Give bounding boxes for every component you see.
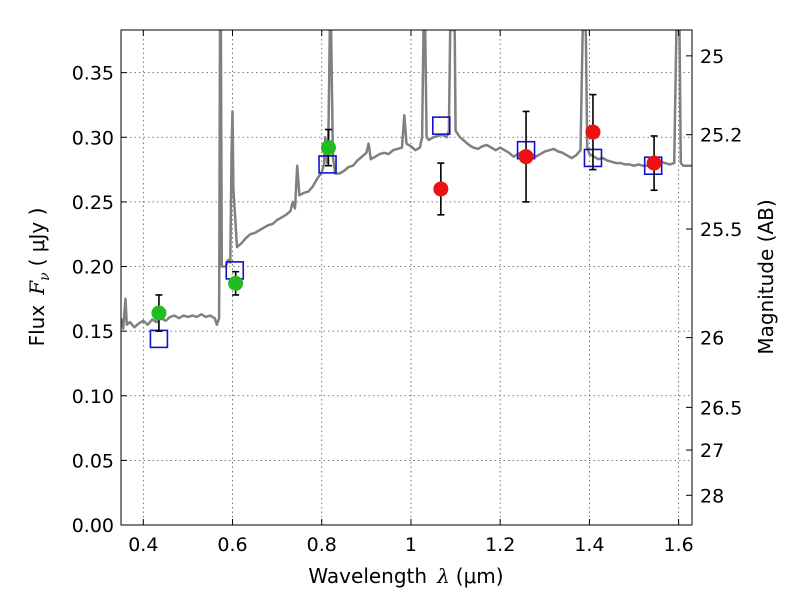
model-spectrum-line bbox=[121, 30, 692, 330]
model-photometry-square bbox=[318, 155, 337, 174]
green-data-point bbox=[151, 305, 167, 321]
y2-axis-label: Magnitude (AB) bbox=[754, 199, 778, 354]
model-photometry-square bbox=[149, 329, 169, 349]
x-tick-label: 1.4 bbox=[574, 534, 604, 556]
y2-tick-label: 26 bbox=[700, 328, 724, 350]
x-tick-label: 0.8 bbox=[307, 534, 337, 556]
plot-area bbox=[121, 30, 692, 349]
green-data-point bbox=[320, 140, 336, 156]
x-tick-label: 1 bbox=[405, 534, 417, 556]
y-tick-label: 0.30 bbox=[72, 127, 114, 149]
y-tick-label: 0.10 bbox=[72, 386, 114, 408]
y-tick-label: 0.05 bbox=[72, 450, 114, 472]
x-axis-label: Wavelength λ (μm) bbox=[308, 564, 503, 588]
y2-tick-label: 26.5 bbox=[700, 397, 742, 419]
y2-tick-label: 25.5 bbox=[700, 219, 742, 241]
y2-tick-label: 25 bbox=[700, 46, 724, 68]
y2-tick-label: 27 bbox=[700, 440, 724, 462]
y-axis-label: FluxFν( μJy ) bbox=[25, 208, 53, 347]
x-tick-label: 1.6 bbox=[664, 534, 694, 556]
plot-frame bbox=[120, 29, 693, 526]
x-tick-label: 0.6 bbox=[217, 534, 247, 556]
red-data-point bbox=[585, 124, 601, 140]
x-tick-label: 0.4 bbox=[128, 534, 158, 556]
model-photometry-square bbox=[431, 116, 451, 135]
x-tick-label: 1.2 bbox=[485, 534, 515, 556]
grid bbox=[121, 30, 692, 525]
y-tick-label: 0.20 bbox=[72, 257, 114, 279]
y-tick-label: 0.25 bbox=[72, 192, 114, 214]
y2-tick-label: 28 bbox=[700, 485, 724, 507]
y-tick-label: 0.15 bbox=[72, 321, 114, 343]
axes: 0.4 0.6 0.8 1 1.2 1.4 1.6 0.00 0.05 0.10 0.15 0.20 0… bbox=[72, 30, 742, 556]
red-data-point bbox=[518, 149, 534, 165]
y2-tick-label: 25.2 bbox=[700, 125, 742, 147]
red-data-point bbox=[646, 155, 662, 171]
y-tick-label: 0.00 bbox=[72, 515, 114, 537]
green-data-point bbox=[228, 275, 244, 291]
red-data-point bbox=[433, 181, 449, 197]
y-tick-label: 0.35 bbox=[72, 63, 114, 85]
